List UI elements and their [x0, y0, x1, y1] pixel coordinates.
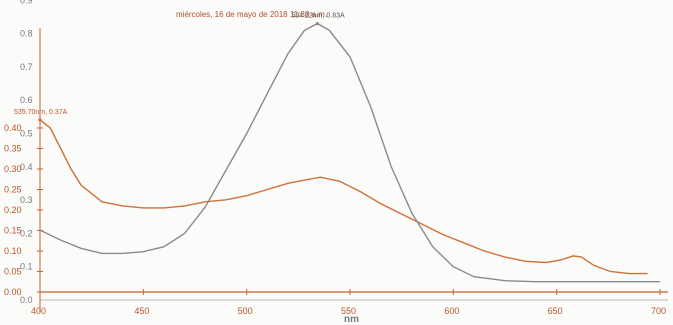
y-tick-label-gray: 0.2 — [20, 228, 33, 238]
peak-marker — [315, 22, 319, 26]
y-tick-label-orange: 0.20 — [4, 205, 22, 215]
y-tick-label-gray: 0.5 — [20, 129, 33, 139]
y-tick-label-orange: 0.35 — [4, 144, 22, 154]
y-tick-label-orange: 0.30 — [4, 164, 22, 174]
y-tick-label-gray: 0.7 — [20, 62, 33, 72]
x-tick-label: 700 — [651, 306, 666, 316]
y-tick-label-orange: 0.25 — [4, 185, 22, 195]
y-tick-label-orange: 0.15 — [4, 226, 22, 236]
x-tick-label: 650 — [548, 306, 563, 316]
y-tick-label-gray: 0.1 — [20, 262, 33, 272]
y-tick-label-gray: 0.9 — [20, 0, 33, 5]
y-tick-label-orange: 0.10 — [4, 246, 22, 256]
y-tick-label-orange: 0.40 — [4, 123, 22, 133]
x-axis-label: nm — [344, 314, 359, 325]
x-tick-label: 400 — [31, 306, 46, 316]
x-tick-label: 550 — [341, 306, 356, 316]
timestamp-header: miércoles, 16 de mayo de 2018 11:38 a.m. — [176, 10, 328, 19]
y-tick-label-gray: 0.6 — [20, 95, 33, 105]
peak-label: 535.70nm, 0.37A — [14, 109, 68, 116]
y-tick-label-gray: 0.8 — [20, 29, 33, 39]
series-line-gray — [39, 22, 660, 283]
y-tick-label-orange: 0.05 — [4, 267, 22, 277]
peak-label: 534.22nm, 0.83A — [291, 13, 345, 20]
x-tick-label: 600 — [444, 306, 459, 316]
series-line-orange — [39, 119, 648, 275]
x-tick-label: 450 — [134, 306, 149, 316]
y-tick-label-gray: 0.4 — [20, 162, 33, 172]
peak-marker — [38, 118, 42, 122]
y-tick-label-gray: 0.0 — [20, 295, 33, 305]
y-tick-label-orange: 0.00 — [4, 287, 22, 297]
y-tick-label-gray: 0.3 — [20, 195, 33, 205]
x-tick-label: 500 — [238, 306, 253, 316]
